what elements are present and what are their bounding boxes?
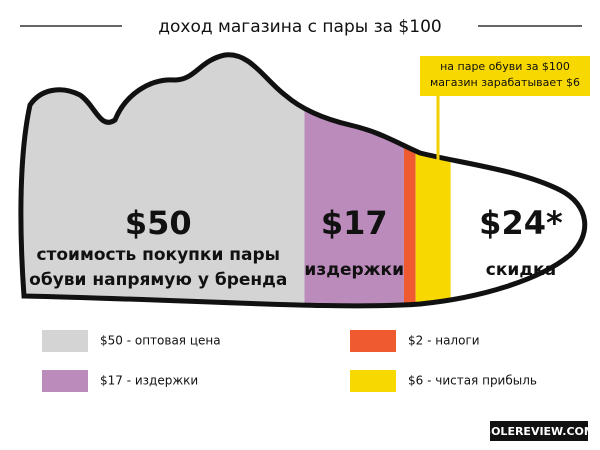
legend-swatch	[350, 330, 396, 352]
legend-swatch	[350, 370, 396, 392]
value-label: $50	[125, 204, 192, 242]
value-label: $17	[321, 204, 388, 242]
legend-swatch	[42, 370, 88, 392]
legend-label: $2 - налоги	[408, 334, 480, 348]
source: SOLEREVIEW.COM	[483, 425, 595, 438]
chart-title: доход магазина с пары за $100	[158, 17, 441, 37]
shoe-outline	[18, 52, 588, 309]
segment-label: скидка	[486, 260, 556, 280]
callout-box	[420, 56, 590, 96]
segment-label: издержки	[304, 260, 404, 280]
legend-label: $50 - оптовая цена	[100, 334, 221, 348]
segment	[403, 54, 416, 306]
segment	[20, 54, 305, 306]
callout-text: на паре обуви за $100	[440, 60, 570, 73]
value-label: $24*	[479, 204, 563, 242]
source-box	[490, 421, 588, 441]
segment-label: стоимость покупки пары	[36, 245, 280, 265]
callout-text: магазин зарабатывает $6	[430, 76, 580, 89]
legend-label: $6 - чистая прибыль	[408, 374, 537, 388]
segment-label: обуви напрямую у бренда	[29, 270, 287, 290]
legend-label: $17 - издержки	[100, 374, 198, 388]
legend-swatch	[42, 330, 88, 352]
